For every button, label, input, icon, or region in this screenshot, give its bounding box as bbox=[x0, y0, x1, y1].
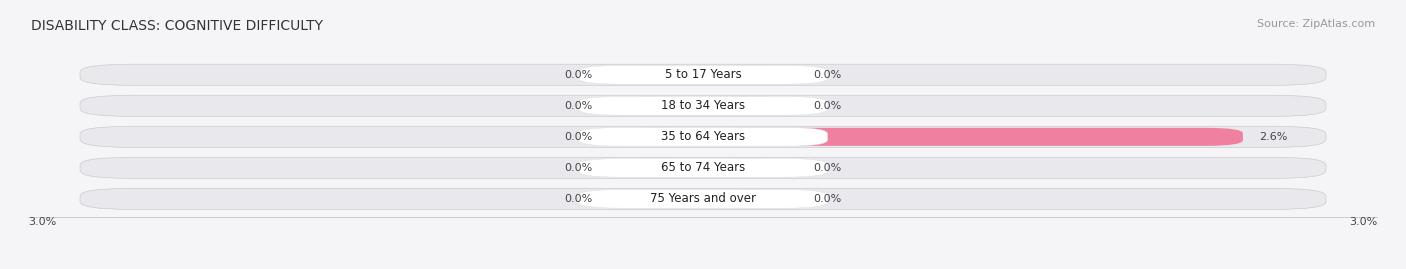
Text: 0.0%: 0.0% bbox=[813, 163, 841, 173]
Text: 2.6%: 2.6% bbox=[1260, 132, 1288, 142]
Text: Source: ZipAtlas.com: Source: ZipAtlas.com bbox=[1257, 19, 1375, 29]
FancyBboxPatch shape bbox=[578, 158, 828, 177]
Text: 0.0%: 0.0% bbox=[565, 101, 593, 111]
FancyBboxPatch shape bbox=[610, 66, 703, 84]
Text: 5 to 17 Years: 5 to 17 Years bbox=[665, 68, 741, 81]
FancyBboxPatch shape bbox=[578, 190, 828, 208]
Text: 0.0%: 0.0% bbox=[565, 194, 593, 204]
FancyBboxPatch shape bbox=[703, 190, 796, 208]
Text: 3.0%: 3.0% bbox=[1350, 217, 1378, 227]
FancyBboxPatch shape bbox=[80, 95, 1326, 116]
Text: 18 to 34 Years: 18 to 34 Years bbox=[661, 99, 745, 112]
Text: 75 Years and over: 75 Years and over bbox=[650, 192, 756, 205]
FancyBboxPatch shape bbox=[703, 159, 796, 177]
FancyBboxPatch shape bbox=[703, 66, 796, 84]
FancyBboxPatch shape bbox=[703, 128, 1243, 146]
Text: 0.0%: 0.0% bbox=[813, 194, 841, 204]
Text: 0.0%: 0.0% bbox=[565, 132, 593, 142]
FancyBboxPatch shape bbox=[80, 64, 1326, 85]
FancyBboxPatch shape bbox=[610, 159, 703, 177]
FancyBboxPatch shape bbox=[703, 97, 796, 115]
Text: 0.0%: 0.0% bbox=[813, 70, 841, 80]
FancyBboxPatch shape bbox=[610, 97, 703, 115]
Text: 65 to 74 Years: 65 to 74 Years bbox=[661, 161, 745, 174]
FancyBboxPatch shape bbox=[80, 188, 1326, 209]
Text: 3.0%: 3.0% bbox=[28, 217, 56, 227]
FancyBboxPatch shape bbox=[610, 128, 703, 146]
FancyBboxPatch shape bbox=[80, 126, 1326, 147]
FancyBboxPatch shape bbox=[578, 65, 828, 84]
Text: 0.0%: 0.0% bbox=[565, 70, 593, 80]
FancyBboxPatch shape bbox=[610, 190, 703, 208]
Text: 0.0%: 0.0% bbox=[813, 101, 841, 111]
Text: 0.0%: 0.0% bbox=[565, 163, 593, 173]
FancyBboxPatch shape bbox=[80, 157, 1326, 178]
Text: DISABILITY CLASS: COGNITIVE DIFFICULTY: DISABILITY CLASS: COGNITIVE DIFFICULTY bbox=[31, 19, 323, 33]
FancyBboxPatch shape bbox=[578, 128, 828, 146]
Text: 35 to 64 Years: 35 to 64 Years bbox=[661, 130, 745, 143]
FancyBboxPatch shape bbox=[578, 97, 828, 115]
